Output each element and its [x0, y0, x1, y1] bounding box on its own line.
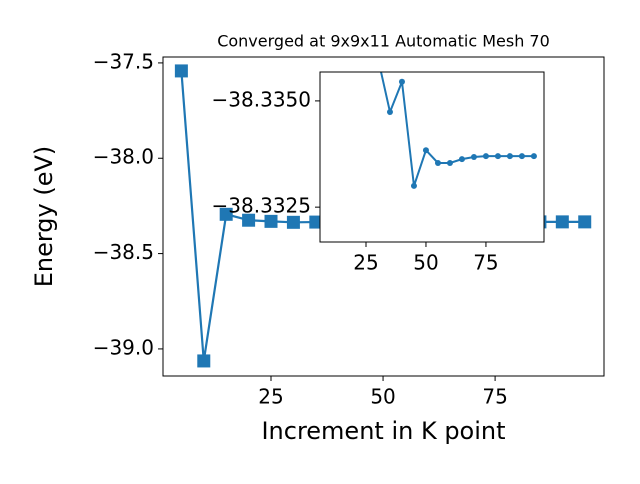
- marker: [458, 156, 465, 163]
- y-axis-label: Energy (eV): [30, 146, 58, 288]
- marker: [219, 207, 233, 221]
- marker: [386, 108, 393, 115]
- marker: [286, 215, 300, 229]
- marker: [174, 64, 188, 78]
- marker: [434, 159, 441, 166]
- marker: [470, 154, 477, 160]
- plot-group: [380, 72, 537, 189]
- marker: [494, 153, 501, 160]
- marker: [309, 215, 323, 229]
- marker: [242, 213, 256, 227]
- y-tick-label: −38.5: [93, 240, 154, 264]
- x-tick-label: 25: [258, 385, 283, 409]
- y-tick-label: −37.5: [93, 49, 154, 73]
- axes-frame: [319, 71, 545, 243]
- y-tick-label: −38.0: [93, 145, 154, 169]
- y-tick-label: −39.0: [93, 335, 154, 359]
- marker: [578, 215, 592, 229]
- marker: [506, 153, 513, 160]
- y-tick-label: −38.3325: [212, 194, 311, 218]
- x-tick-label: 50: [370, 385, 395, 409]
- marker: [530, 153, 537, 160]
- y-tick-label: −38.3350: [212, 87, 311, 111]
- marker: [482, 153, 489, 160]
- marker: [555, 215, 569, 229]
- marker: [264, 214, 278, 228]
- marker: [446, 159, 453, 166]
- chart-title: Converged at 9x9x11 Automatic Mesh 70: [217, 32, 550, 51]
- x-tick-label: 50: [413, 251, 438, 275]
- x-tick-label: 25: [353, 251, 378, 275]
- marker: [398, 78, 405, 85]
- marker: [422, 147, 429, 154]
- x-axis-label: Increment in K point: [261, 417, 505, 445]
- marker: [197, 354, 211, 368]
- x-tick-label: 75: [473, 251, 498, 275]
- marker: [410, 182, 417, 189]
- marker: [518, 153, 525, 160]
- x-tick-label: 75: [482, 385, 507, 409]
